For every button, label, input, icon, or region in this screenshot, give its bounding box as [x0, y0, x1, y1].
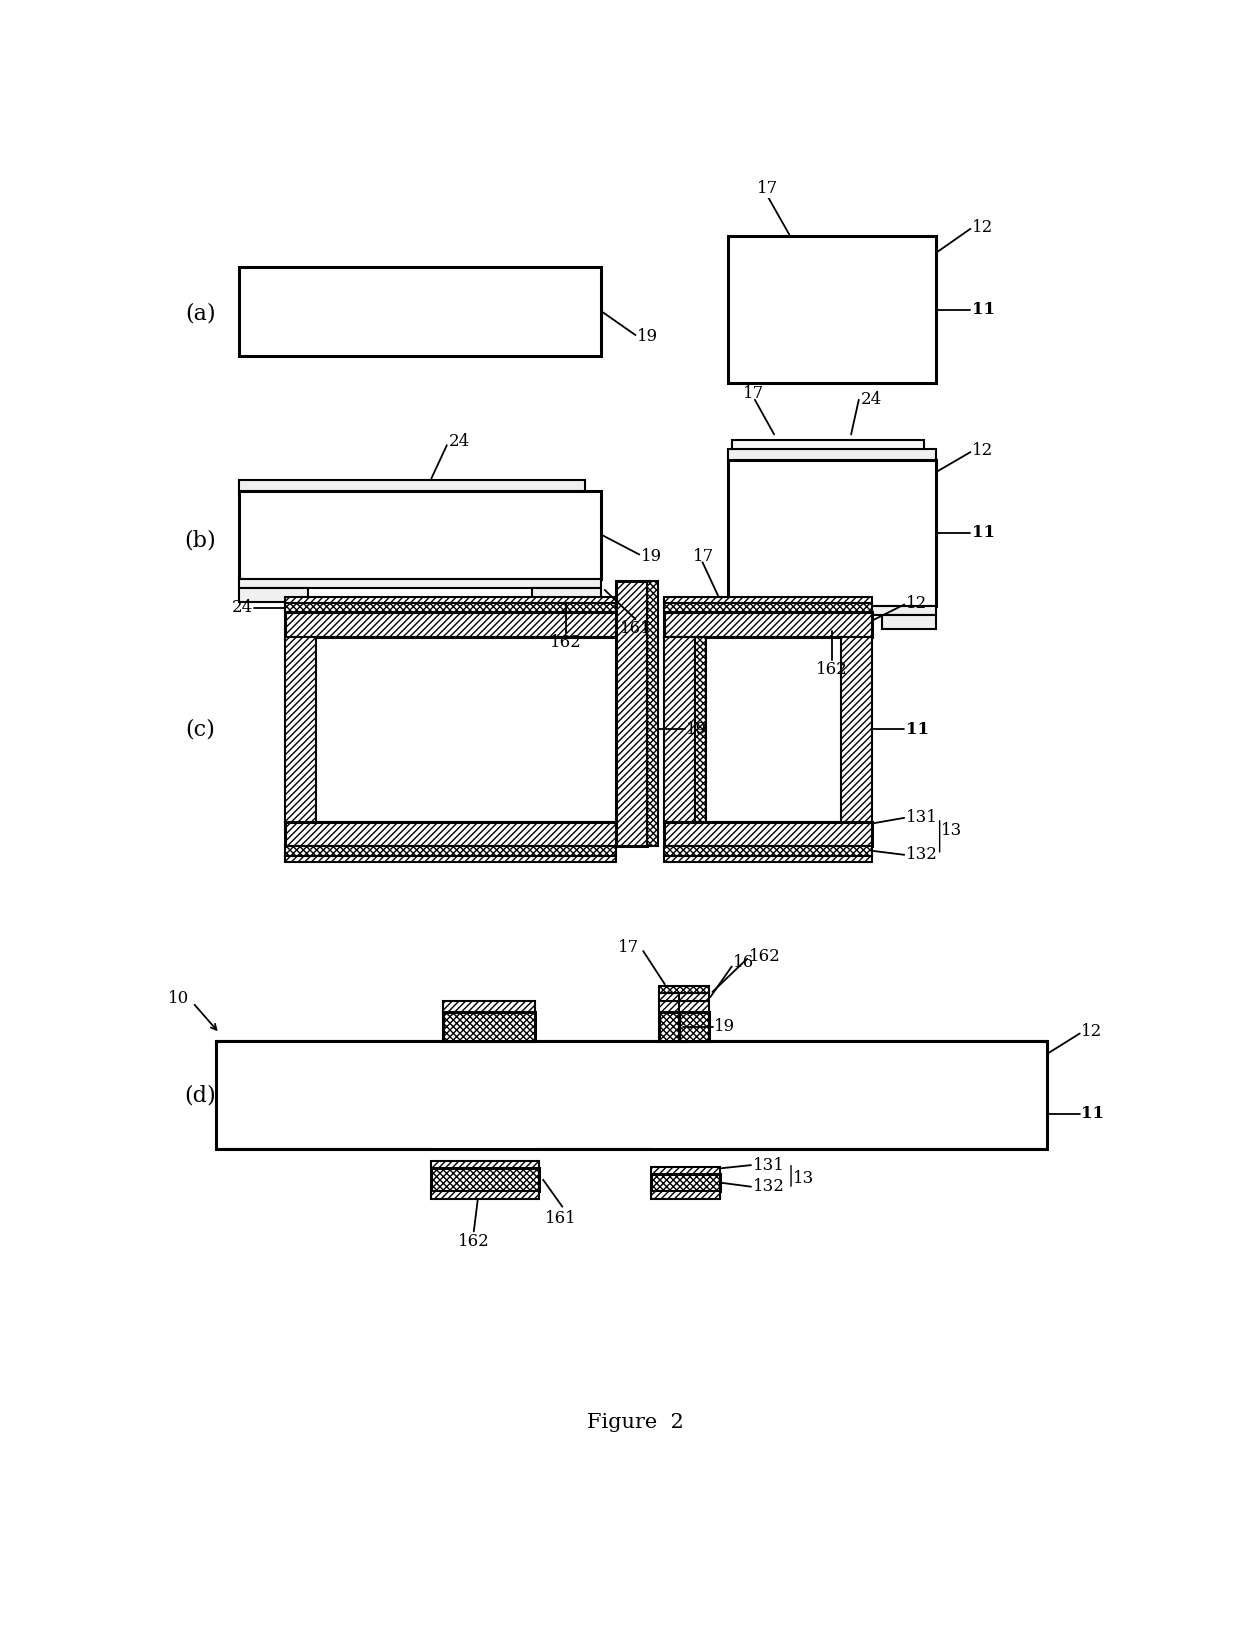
Text: 11: 11 — [905, 721, 929, 738]
Text: 162: 162 — [749, 949, 780, 965]
Text: 17: 17 — [758, 180, 779, 198]
Bar — [732, 441, 924, 449]
Bar — [658, 1011, 688, 1041]
Bar — [694, 637, 706, 822]
Text: (b): (b) — [185, 530, 216, 551]
Bar — [285, 637, 316, 822]
Bar — [663, 822, 872, 846]
Bar — [651, 1167, 720, 1175]
Bar — [728, 460, 936, 606]
Bar — [432, 1160, 539, 1168]
Bar — [728, 615, 781, 629]
Bar — [728, 449, 936, 460]
Bar — [651, 1175, 720, 1191]
Bar — [651, 1191, 720, 1200]
Text: 162: 162 — [551, 634, 582, 650]
Text: 11: 11 — [972, 302, 994, 318]
Text: 161: 161 — [620, 620, 651, 637]
Text: 19: 19 — [637, 328, 658, 345]
Bar — [663, 846, 872, 856]
Bar — [432, 1191, 539, 1200]
Bar — [285, 597, 616, 602]
Bar — [882, 615, 936, 629]
Bar — [658, 985, 708, 993]
Text: 19: 19 — [686, 721, 708, 738]
Text: 11: 11 — [1081, 1106, 1105, 1122]
Bar — [239, 267, 601, 356]
Bar — [663, 602, 872, 612]
Text: 24: 24 — [449, 432, 470, 450]
Text: 12: 12 — [972, 442, 993, 459]
Bar — [663, 856, 872, 861]
Bar — [285, 846, 616, 856]
Bar — [239, 589, 309, 602]
Bar — [728, 606, 936, 615]
Text: 10: 10 — [167, 990, 188, 1006]
Bar — [616, 581, 647, 846]
Bar — [680, 993, 708, 1002]
Bar — [728, 236, 936, 383]
Bar — [285, 856, 616, 861]
Text: 162: 162 — [458, 1233, 490, 1249]
Bar — [663, 597, 872, 602]
Text: 13: 13 — [941, 822, 962, 838]
Text: 12: 12 — [972, 219, 993, 236]
Text: 17: 17 — [618, 939, 640, 955]
Text: (d): (d) — [185, 1084, 216, 1106]
Text: 16: 16 — [733, 954, 754, 972]
Text: (c): (c) — [186, 718, 216, 741]
Text: 12: 12 — [1081, 1023, 1102, 1041]
Text: 17: 17 — [693, 548, 714, 566]
Bar — [285, 612, 616, 637]
Text: 161: 161 — [544, 1209, 577, 1226]
Bar — [663, 637, 694, 822]
Text: 132: 132 — [753, 1178, 785, 1195]
Bar — [658, 1002, 688, 1011]
Bar — [216, 1041, 1048, 1148]
Text: 12: 12 — [905, 594, 928, 612]
Bar — [647, 581, 658, 846]
Bar — [658, 993, 688, 1002]
Bar — [841, 637, 872, 822]
Text: 132: 132 — [905, 846, 937, 863]
Bar — [239, 490, 601, 579]
Text: 131: 131 — [905, 810, 937, 827]
Bar — [239, 579, 601, 589]
Bar — [532, 589, 601, 602]
Bar — [443, 1002, 536, 1011]
Bar — [285, 822, 616, 846]
Bar — [680, 1002, 708, 1011]
Text: 13: 13 — [794, 1170, 815, 1188]
Bar — [285, 602, 616, 612]
Text: 19: 19 — [641, 548, 662, 564]
Text: 19: 19 — [714, 1018, 735, 1035]
Text: 17: 17 — [743, 384, 765, 403]
Text: 11: 11 — [972, 525, 994, 541]
Text: 131: 131 — [753, 1157, 785, 1173]
Text: (a): (a) — [185, 302, 216, 325]
Text: 24: 24 — [861, 391, 882, 408]
Bar — [663, 612, 872, 637]
Bar — [432, 1168, 539, 1191]
Bar — [239, 480, 585, 490]
Text: 162: 162 — [816, 660, 848, 678]
Text: 24: 24 — [232, 599, 253, 615]
Bar — [443, 1011, 536, 1041]
Bar — [680, 1011, 708, 1041]
Text: Figure  2: Figure 2 — [587, 1412, 684, 1432]
